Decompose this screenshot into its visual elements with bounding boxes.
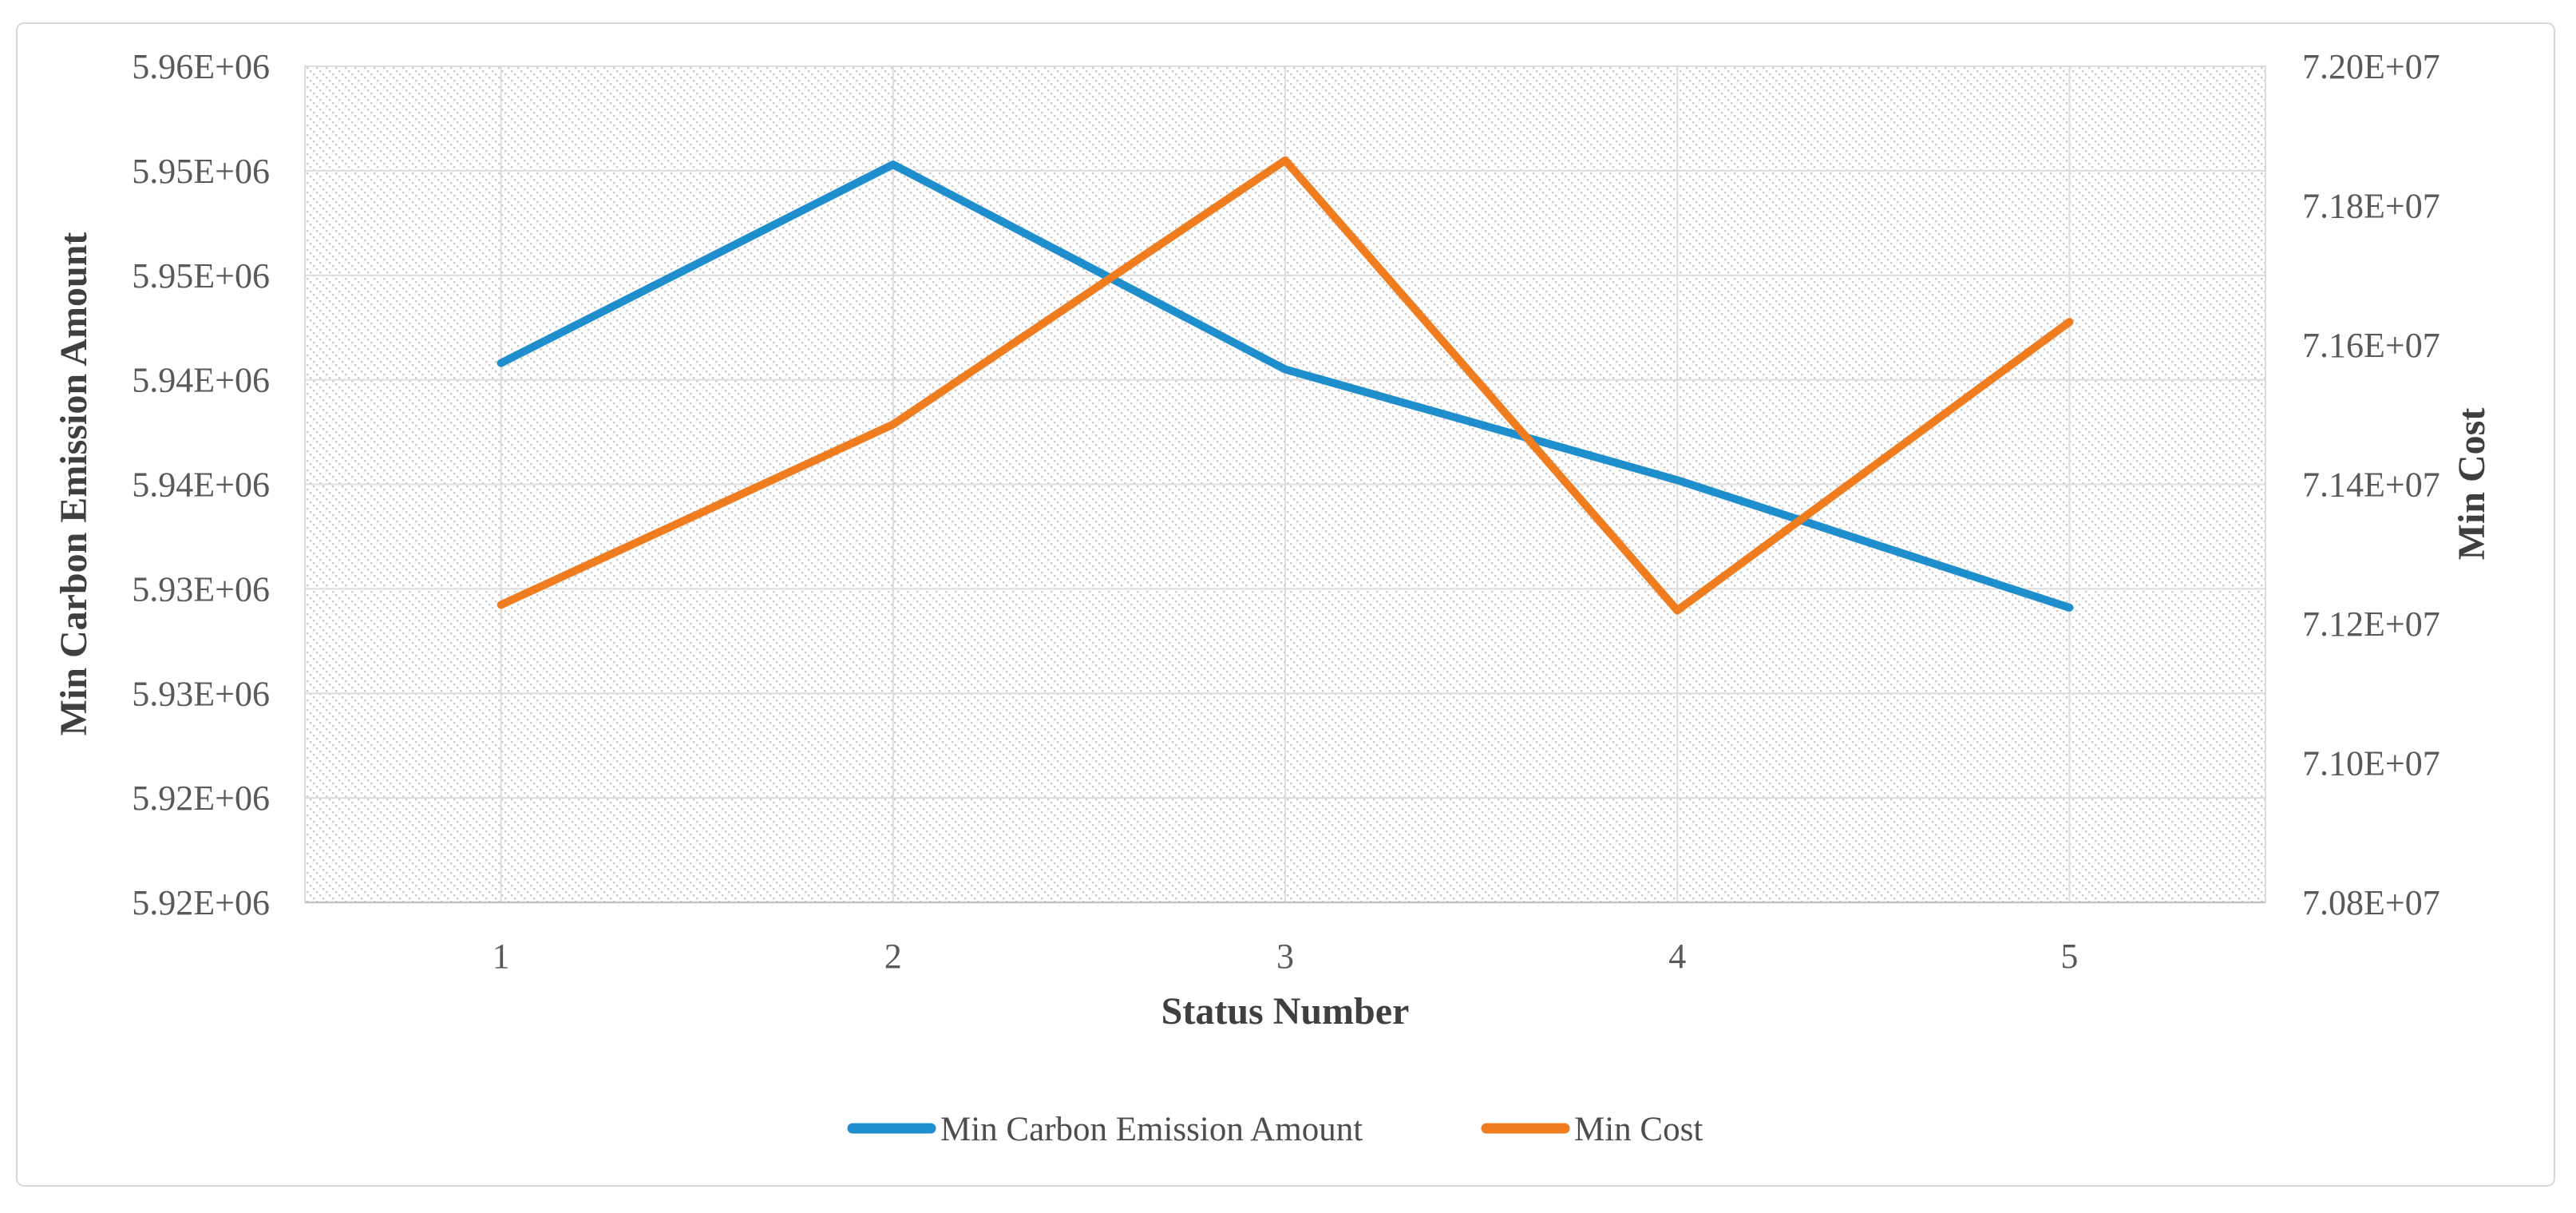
figure-border [16,22,2555,1187]
left-axis-tick-label: 5.95E+06 [132,256,270,295]
x-axis-title: Status Number [1161,990,1410,1033]
right-axis-tick-label: 7.16E+07 [2302,326,2440,365]
left-axis-tick-label: 5.92E+06 [132,779,270,818]
series-line-0 [497,161,2074,612]
x-axis-tick-label: 4 [1668,937,1686,976]
right-axis-tick-label: 7.20E+07 [2302,47,2440,86]
left-axis-tick-label: 5.92E+06 [132,883,270,922]
left-axis-tick-label: 5.94E+06 [132,361,270,400]
x-axis-tick-label: 5 [2060,937,2078,976]
right-axis-tick-label: 7.14E+07 [2302,466,2440,505]
plot-area: 5.96E+06 5.95E+06 5.95E+06 5.94E+06 5.94E+06… [132,47,2439,1148]
legend-label-0: Min Carbon Emission Amount [940,1111,1363,1148]
x-axis-tick-label: 1 [493,937,510,976]
legend-label-1: Min Cost [1574,1111,1703,1148]
series-line-1 [497,156,2074,615]
right-axis-tick-label: 7.18E+07 [2302,187,2440,226]
right-axis-tick-label: 7.10E+07 [2302,744,2440,783]
x-axis-tick-label: 2 [884,937,902,976]
left-axis-tick-label: 5.95E+06 [132,152,270,191]
x-axis-tick-label: 3 [1276,937,1294,976]
left-axis-tick-label: 5.94E+06 [132,466,270,505]
right-axis-title: Min Cost [2451,408,2493,561]
left-axis-tick-label: 5.96E+06 [132,47,270,86]
left-axis-tick-label: 5.93E+06 [132,569,270,608]
right-axis-tick-label: 7.08E+07 [2302,883,2440,922]
left-axis-tick-label: 5.93E+06 [132,674,270,713]
left-axis-title: Min Carbon Emission Amount [53,232,95,736]
right-axis-tick-label: 7.12E+07 [2302,605,2440,644]
